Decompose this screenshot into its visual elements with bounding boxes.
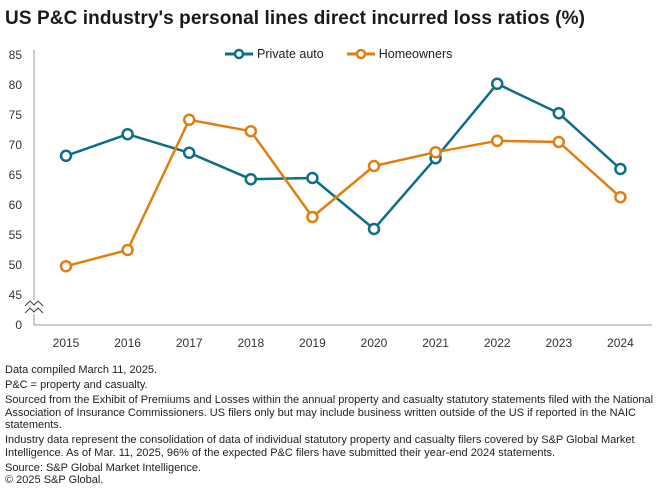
axis-break-icon bbox=[24, 300, 44, 307]
x-tick-label: 2016 bbox=[114, 336, 141, 350]
y-tick-label: 65 bbox=[9, 168, 23, 182]
x-tick-label: 2020 bbox=[361, 336, 388, 350]
series-line-private-auto bbox=[65, 82, 622, 231]
legend-marker-private-auto-icon bbox=[225, 48, 253, 60]
series-homeowners bbox=[59, 113, 627, 273]
note-abbreviation: P&C = property and casualty. bbox=[5, 379, 148, 391]
data-point-private-auto bbox=[59, 149, 73, 163]
note-industry-data: Industry data represent the consolidatio… bbox=[5, 434, 635, 459]
data-point-private-auto bbox=[490, 77, 504, 91]
y-tick-label: 60 bbox=[9, 198, 23, 212]
note-source: Source: S&P Global Market Intelligence. bbox=[5, 461, 202, 474]
note-sourced-from: Sourced from the Exhibit of Premiums and… bbox=[5, 394, 654, 431]
axes: 85 80 75 70 65 60 55 50 45 0 2015 2016 2017 2018 2019 2… bbox=[9, 48, 652, 350]
series-group bbox=[59, 77, 627, 273]
x-tick-label: 2017 bbox=[176, 336, 203, 350]
data-point-homeowners bbox=[552, 135, 566, 149]
y-tick-label: 85 bbox=[9, 48, 23, 62]
line-chart: 85 80 75 70 65 60 55 50 45 0 2015 2016 2017 2018 2019 2… bbox=[9, 48, 652, 350]
y-tick-label: 45 bbox=[9, 288, 23, 302]
data-point-homeowners bbox=[367, 159, 381, 173]
data-point-private-auto bbox=[244, 172, 258, 186]
legend-marker-homeowners-icon bbox=[346, 48, 375, 60]
data-point-homeowners bbox=[614, 190, 627, 204]
data-point-private-auto bbox=[614, 162, 627, 176]
note-copyright: © 2025 S&P Global. bbox=[5, 474, 104, 486]
footnotes: Data compiled March 11, 2025. P&C = prop… bbox=[5, 364, 655, 489]
series-private-auto bbox=[59, 77, 627, 236]
legend-label-private-auto: Private auto bbox=[257, 47, 324, 61]
data-point-private-auto bbox=[367, 222, 381, 236]
data-point-homeowners bbox=[121, 243, 134, 257]
data-point-private-auto bbox=[121, 127, 134, 141]
data-point-homeowners bbox=[244, 124, 258, 138]
legend: Private auto Homeowners bbox=[224, 47, 474, 61]
data-point-homeowners bbox=[306, 210, 319, 224]
x-tick-label: 2021 bbox=[422, 336, 449, 350]
y-tick-label-zero: 0 bbox=[15, 318, 22, 332]
data-point-private-auto bbox=[182, 146, 196, 160]
x-tick-label: 2015 bbox=[53, 336, 80, 350]
data-point-homeowners bbox=[490, 134, 504, 148]
data-point-private-auto bbox=[306, 171, 319, 185]
y-tick-label: 55 bbox=[9, 228, 23, 242]
data-point-homeowners bbox=[429, 145, 442, 159]
x-tick-label: 2022 bbox=[484, 336, 511, 350]
x-tick-label: 2023 bbox=[545, 336, 572, 350]
data-point-homeowners bbox=[59, 259, 73, 273]
legend-item-private-auto: Private auto bbox=[224, 47, 324, 61]
x-tick-label: 2019 bbox=[299, 336, 326, 350]
y-tick-label: 50 bbox=[9, 258, 23, 272]
series-line-homeowners bbox=[65, 118, 622, 268]
chart-title: US P&C industry's personal lines direct … bbox=[5, 8, 586, 29]
legend-item-homeowners: Homeowners bbox=[346, 47, 453, 61]
data-point-homeowners bbox=[182, 113, 196, 127]
x-tick-label: 2024 bbox=[607, 336, 634, 350]
x-tick-label: 2018 bbox=[237, 336, 264, 350]
note-data-compiled: Data compiled March 11, 2025. bbox=[5, 364, 158, 376]
data-point-private-auto bbox=[552, 106, 566, 120]
y-tick-label: 75 bbox=[9, 108, 23, 122]
y-tick-label: 70 bbox=[9, 138, 23, 152]
y-tick-label: 80 bbox=[9, 78, 23, 92]
legend-label-homeowners: Homeowners bbox=[378, 47, 453, 61]
axis-break-icon bbox=[24, 307, 44, 314]
